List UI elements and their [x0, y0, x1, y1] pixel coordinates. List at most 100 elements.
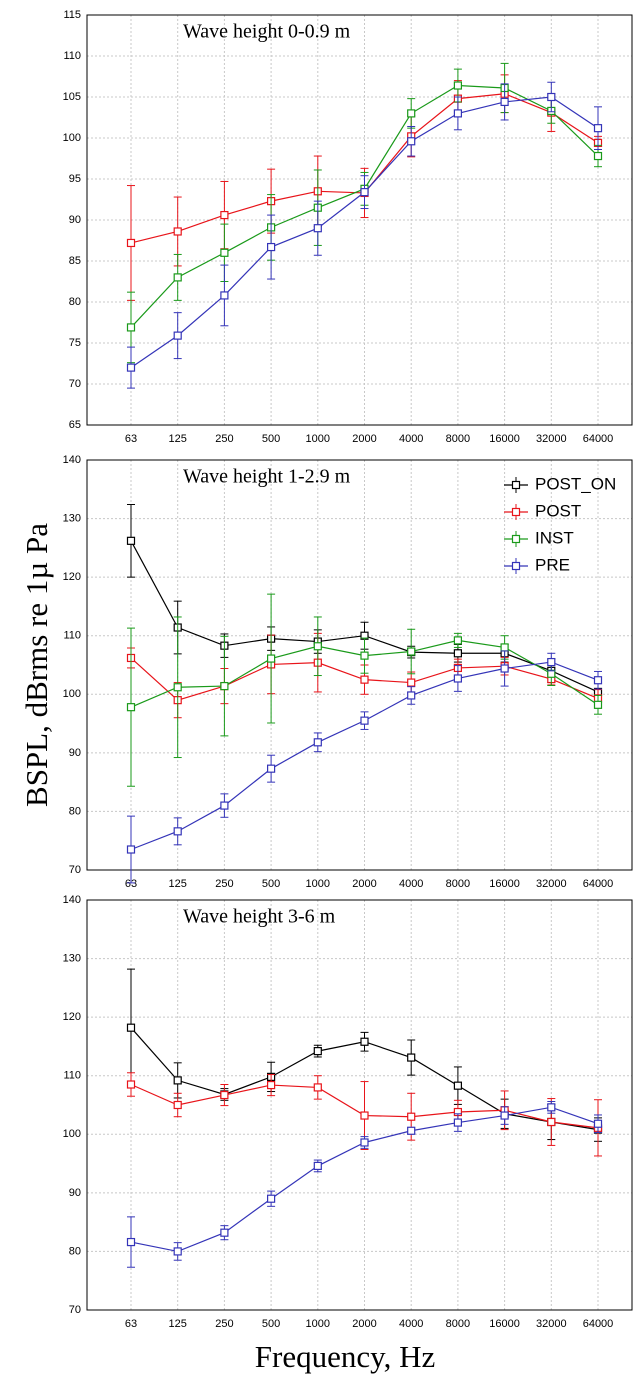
plot-frame: [86, 459, 633, 871]
point-marker: [220, 1090, 229, 1100]
point-marker: [593, 676, 603, 685]
point-marker: [453, 81, 462, 90]
point-marker: [313, 738, 322, 747]
x-tick-label: 8000: [446, 1318, 470, 1330]
x-tick-label: 16000: [489, 433, 520, 445]
point-marker: [453, 674, 462, 683]
point-marker: [407, 691, 416, 700]
point-marker: [407, 109, 416, 118]
y-tick-label: 75: [69, 337, 81, 349]
point-marker: [360, 1037, 369, 1046]
y-tick-label: 70: [69, 378, 81, 390]
legend-marker: [511, 534, 521, 544]
y-tick-label: 100: [63, 1128, 81, 1140]
point-marker: [126, 363, 136, 372]
point-marker: [126, 536, 136, 545]
point-marker: [593, 124, 603, 133]
x-tick-label: 32000: [536, 1318, 567, 1330]
point-marker: [407, 1126, 416, 1135]
point-marker: [220, 291, 229, 300]
point-marker: [593, 151, 603, 161]
point-marker: [267, 242, 276, 252]
point-marker: [547, 657, 556, 667]
x-tick-label: 500: [262, 1318, 280, 1330]
y-tick-label: 110: [63, 50, 81, 62]
x-tick-label: 250: [215, 878, 233, 890]
legend-label: POST: [535, 501, 581, 520]
y-tick-label: 65: [69, 419, 81, 431]
point-marker: [453, 1081, 462, 1090]
x-axis-label: Frequency, Hz: [255, 1339, 435, 1374]
panel-title: Wave height 3-6 m: [183, 906, 336, 928]
point-marker: [173, 273, 182, 282]
point-marker: [547, 1103, 556, 1112]
point-marker: [267, 764, 276, 773]
point-marker: [407, 137, 416, 146]
point-marker: [126, 1023, 136, 1032]
y-tick-label: 80: [69, 805, 81, 817]
y-tick-label: 110: [63, 630, 81, 642]
y-tick-label: 115: [63, 9, 81, 21]
point-marker: [173, 827, 182, 836]
point-marker: [500, 664, 509, 673]
legend-marker: [511, 480, 521, 490]
y-axis-label: BSPL, dBrms re 1µ Pa: [19, 523, 54, 807]
y-tick-label: 140: [63, 454, 81, 466]
point-marker: [313, 1047, 322, 1056]
point-marker: [313, 224, 322, 233]
point-marker: [453, 649, 462, 658]
point-marker: [267, 654, 276, 663]
legend-marker: [511, 507, 521, 517]
point-marker: [500, 1111, 509, 1120]
x-tick-label: 500: [262, 433, 280, 445]
x-tick-label: 2000: [352, 433, 376, 445]
point-marker: [220, 248, 229, 257]
x-tick-label: 16000: [489, 878, 520, 890]
y-tick-label: 70: [69, 1304, 81, 1316]
x-tick-label: 63: [125, 878, 137, 890]
point-marker: [360, 716, 369, 725]
point-marker: [126, 323, 136, 332]
point-marker: [360, 1138, 369, 1147]
point-marker: [360, 188, 369, 197]
point-marker: [360, 675, 369, 684]
point-marker: [407, 647, 416, 656]
y-tick-label: 120: [63, 571, 81, 583]
x-tick-label: 64000: [583, 433, 614, 445]
x-tick-label: 1000: [306, 878, 330, 890]
point-marker: [126, 1080, 136, 1089]
point-marker: [126, 845, 136, 854]
x-tick-label: 8000: [446, 878, 470, 890]
x-tick-label: 250: [215, 1318, 233, 1330]
point-marker: [126, 703, 136, 712]
x-tick-label: 63: [125, 433, 137, 445]
point-marker: [453, 636, 462, 645]
y-tick-label: 80: [69, 296, 81, 308]
y-tick-label: 90: [69, 747, 81, 759]
y-tick-label: 80: [69, 1245, 81, 1257]
panel-title: Wave height 1-2.9 m: [183, 466, 351, 488]
point-marker: [126, 238, 136, 248]
legend-label: INST: [535, 528, 574, 547]
point-marker: [173, 1076, 182, 1085]
legend-marker: [511, 561, 521, 571]
point-marker: [360, 651, 369, 660]
y-tick-label: 85: [69, 255, 81, 267]
y-tick-label: 95: [69, 173, 81, 185]
x-tick-label: 32000: [536, 433, 567, 445]
plot-frame: [86, 14, 633, 426]
x-tick-label: 250: [215, 433, 233, 445]
point-marker: [173, 683, 182, 692]
legend-label: PRE: [535, 555, 570, 574]
y-tick-label: 90: [69, 214, 81, 226]
y-tick-label: 110: [63, 1070, 81, 1082]
y-tick-label: 70: [69, 864, 81, 876]
point-marker: [267, 1194, 276, 1203]
y-tick-label: 130: [63, 512, 81, 524]
x-tick-label: 64000: [583, 878, 614, 890]
x-tick-label: 500: [262, 878, 280, 890]
point-marker: [593, 1119, 603, 1128]
x-tick-label: 64000: [583, 1318, 614, 1330]
point-marker: [313, 1161, 322, 1171]
